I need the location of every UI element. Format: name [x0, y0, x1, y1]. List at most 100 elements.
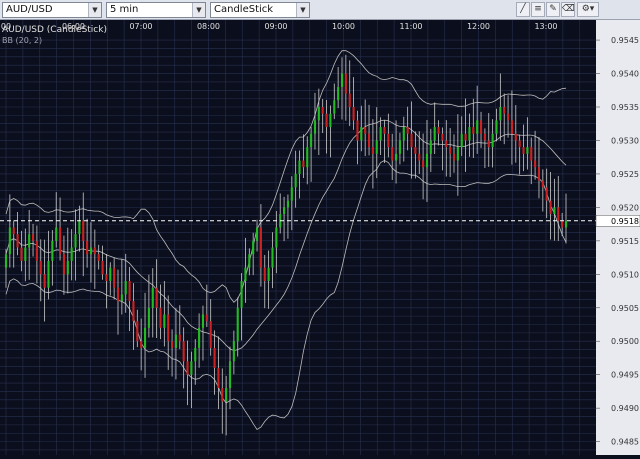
chevron-down-icon[interactable]: ▼	[192, 3, 205, 17]
y-tick-label: 0.9525	[611, 170, 639, 179]
time-axis: 00 06:00 07:00 08:00 09:00 10:00 11:00 12:00 13:…	[1, 22, 558, 31]
candle-body	[147, 307, 150, 328]
candle-body	[294, 173, 297, 188]
x-tick-label: 08:00	[197, 22, 220, 31]
candle-body	[464, 133, 467, 141]
candle-body	[429, 140, 432, 154]
candle-body	[113, 267, 116, 288]
candle-body	[364, 127, 367, 134]
candle-body	[537, 167, 541, 181]
candle-body	[74, 234, 77, 248]
candle-body	[379, 127, 382, 141]
candle-body	[82, 220, 85, 241]
eraser-button[interactable]: ⌫	[561, 2, 575, 17]
candle-body	[503, 107, 506, 114]
candles	[4, 54, 568, 436]
candle-body	[487, 140, 490, 148]
candle-body	[290, 187, 293, 201]
candle-body	[333, 100, 336, 114]
candle-body	[190, 361, 193, 375]
y-tick-label: 0.9485	[611, 438, 639, 447]
x-tick-label: 12:00	[467, 22, 490, 31]
candle-body	[310, 133, 313, 148]
candle-body	[456, 147, 459, 161]
price-chart[interactable]: 00 06:00 07:00 08:00 09:00 10:00 11:00 12:00 13:…	[0, 20, 640, 455]
candle-body	[47, 260, 50, 288]
symbol-select-value: AUD/USD	[6, 4, 53, 15]
interval-select-value: 5 min	[110, 4, 139, 15]
candle-body	[205, 314, 208, 322]
candle-body	[414, 147, 417, 154]
candle-body	[174, 334, 177, 348]
candle-body	[418, 153, 421, 161]
y-tick-label: 0.9540	[611, 70, 639, 79]
x-tick-label: 11:00	[399, 22, 422, 31]
bb-lower-band	[5, 160, 567, 431]
candle-body	[178, 334, 181, 342]
y-tick-label: 0.9520	[611, 203, 639, 212]
candle-body	[136, 321, 139, 342]
candle-body	[116, 287, 120, 302]
candle-body	[244, 267, 247, 281]
candle-body	[460, 133, 463, 148]
candle-body	[468, 127, 471, 141]
candle-body	[39, 260, 42, 275]
candle-body	[255, 227, 259, 241]
candle-body	[425, 153, 429, 168]
pencil-button[interactable]: ✎	[546, 2, 560, 17]
candle-body	[352, 107, 355, 121]
candle-body	[561, 220, 564, 228]
y-tick-label: 0.9545	[611, 36, 639, 45]
symbol-select[interactable]: AUD/USD ▼	[2, 2, 102, 18]
candle-body	[387, 133, 390, 148]
candle-body	[472, 127, 475, 134]
candle-body	[491, 133, 494, 148]
y-tick-label: 0.9495	[611, 371, 639, 380]
candle-body	[391, 147, 394, 161]
chevron-down-icon[interactable]: ▼	[88, 3, 101, 17]
candle-body	[97, 254, 100, 261]
draw-line-button[interactable]: ╱	[516, 2, 530, 17]
candle-body	[198, 327, 201, 348]
candle-body	[109, 267, 112, 281]
candle-body	[402, 127, 405, 141]
chart-type-select[interactable]: CandleStick ▼	[210, 2, 310, 18]
candle-body	[12, 227, 15, 235]
candle-body	[433, 127, 436, 141]
candle-body	[186, 361, 189, 375]
candle-body	[298, 160, 301, 174]
candle-body	[549, 200, 552, 215]
candle-body	[325, 113, 328, 128]
candle-body	[340, 73, 344, 87]
eraser-icon: ⌫	[562, 4, 575, 14]
candle-body	[62, 254, 65, 275]
candle-body	[313, 120, 317, 134]
candle-body	[163, 314, 166, 328]
candle-body	[383, 127, 386, 134]
candle-body	[518, 140, 521, 148]
candle-body	[437, 127, 440, 134]
chevron-down-icon[interactable]: ▼	[296, 3, 309, 17]
candle-body	[499, 107, 502, 121]
candle-body	[317, 107, 320, 121]
candle-body	[20, 247, 23, 261]
properties-button[interactable]: ≡	[531, 2, 545, 17]
candle-body	[283, 207, 286, 215]
settings-button[interactable]: ⚙▾	[577, 2, 599, 17]
pencil-icon: ✎	[549, 4, 557, 14]
candle-body	[541, 180, 544, 188]
candle-body	[194, 347, 197, 362]
candle-body	[410, 133, 413, 148]
draw-line-icon: ╱	[520, 4, 526, 14]
candle-body	[271, 247, 274, 268]
candle-body	[228, 361, 232, 389]
candle-body	[140, 341, 143, 348]
bb-upper-band	[5, 50, 567, 303]
candle-body	[564, 220, 568, 228]
interval-select[interactable]: 5 min ▼	[106, 2, 206, 18]
candle-body	[522, 147, 525, 154]
candle-body	[252, 240, 255, 255]
y-tick-label: 0.9505	[611, 304, 639, 313]
candle-body	[449, 147, 452, 154]
candle-body	[159, 307, 162, 328]
